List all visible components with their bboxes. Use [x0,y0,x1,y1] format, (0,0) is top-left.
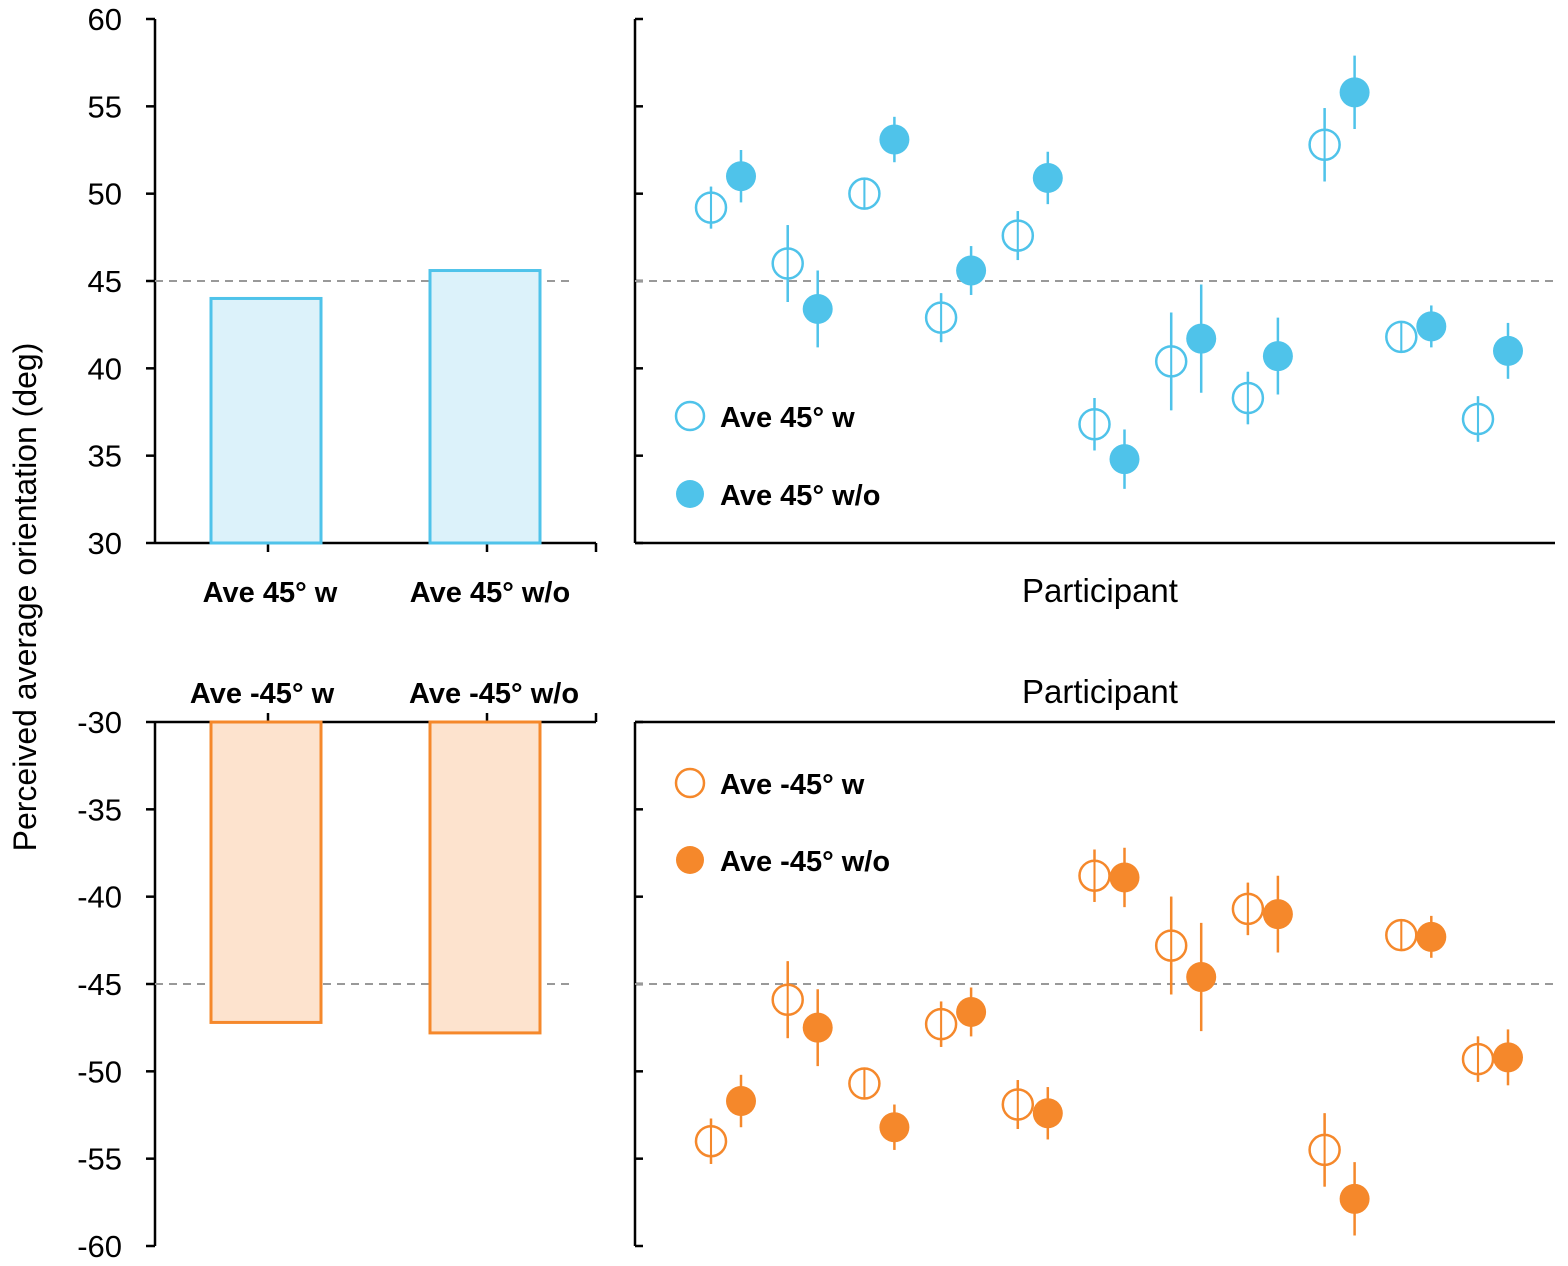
y-tick-label: -45 [77,967,122,1002]
y-tick-label: 35 [88,439,122,474]
data-point-filled [1493,335,1523,366]
category-label: Ave -45° w [190,678,335,710]
data-point-filled [956,996,987,1027]
legend-marker-open [674,400,706,432]
category-label: Ave 45° w [203,577,338,609]
data-point-filled [802,1012,833,1043]
data-point-filled [1032,1098,1063,1129]
y-tick-label: -55 [77,1142,122,1177]
data-point-filled [1262,899,1293,930]
data-point-filled [802,293,833,324]
y-tick-label: -30 [77,705,122,740]
data-point-filled [1186,323,1217,354]
y-tick-label: 45 [88,264,122,299]
bar [428,720,542,1035]
data-point-filled [879,1112,910,1143]
data-point-filled [956,255,987,286]
y-ticks: -30 -35 -40 -45 -50 -55 -60 [77,705,598,1264]
bar [209,296,323,545]
data-point-filled [1109,444,1140,475]
y-axis-title: Perceived average orientation (deg) [7,343,43,852]
legend-label: Ave -45° w/o [720,846,890,878]
y-tick-label: 40 [88,351,122,386]
data-points [635,55,1555,489]
data-point-filled [879,124,910,155]
legend-label: Ave 45° w/o [720,480,880,512]
category-label: Ave -45° w/o [409,678,579,710]
data-points [635,847,1555,1236]
x-axis-title: Participant [1022,572,1178,609]
y-tick-label: 60 [88,2,122,37]
data-point-filled [1493,1042,1523,1073]
x-axis-title: Participant [1022,673,1178,710]
data-point-filled [1416,921,1447,952]
bar-panel-top: 60 55 50 45 40 35 30 Ave 45° w Ave 45° w/o [88,2,598,609]
legend-label: Ave 45° w [720,402,855,434]
data-point-filled [1416,311,1447,342]
y-tick-label: -50 [77,1054,122,1089]
bar [428,269,542,545]
y-tick-label: 50 [88,177,122,212]
y-tick-label: -60 [77,1229,122,1264]
bars [155,720,570,1035]
bar-panel-bottom: -30 -35 -40 -45 -50 -55 -60 Ave -45° w Ave -45… [77,678,598,1264]
y-tick-label: 30 [88,526,122,561]
data-point-filled [1032,162,1063,193]
scatter-panel-top: Participant Ave 45° w Ave 45° w/o [633,17,1555,609]
legend: Ave -45° w Ave -45° w/o [674,767,890,878]
data-point-filled [726,1086,756,1117]
legend: Ave 45° w Ave 45° w/o [674,400,880,512]
y-tick-label: 55 [88,89,122,124]
data-point-filled [1339,1183,1370,1214]
scatter-panel-bottom: Participant Ave -45° w Ave -45° w/o [633,673,1555,1248]
bar [209,720,323,1024]
legend-marker-open [674,767,706,799]
legend-marker-filled [676,846,704,874]
y-tick-label: -35 [77,792,122,827]
legend-label: Ave -45° w [720,769,865,801]
legend-marker-filled [676,480,704,508]
y-tick-label: -40 [77,880,122,915]
y-ticks: 60 55 50 45 40 35 30 [88,2,598,561]
data-point-filled [1339,77,1370,108]
data-point-filled [1262,341,1293,372]
data-point-filled [1109,862,1140,893]
data-point-filled [1186,962,1217,993]
data-point-filled [726,161,756,192]
bars [155,269,570,545]
category-label: Ave 45° w/o [410,577,570,609]
